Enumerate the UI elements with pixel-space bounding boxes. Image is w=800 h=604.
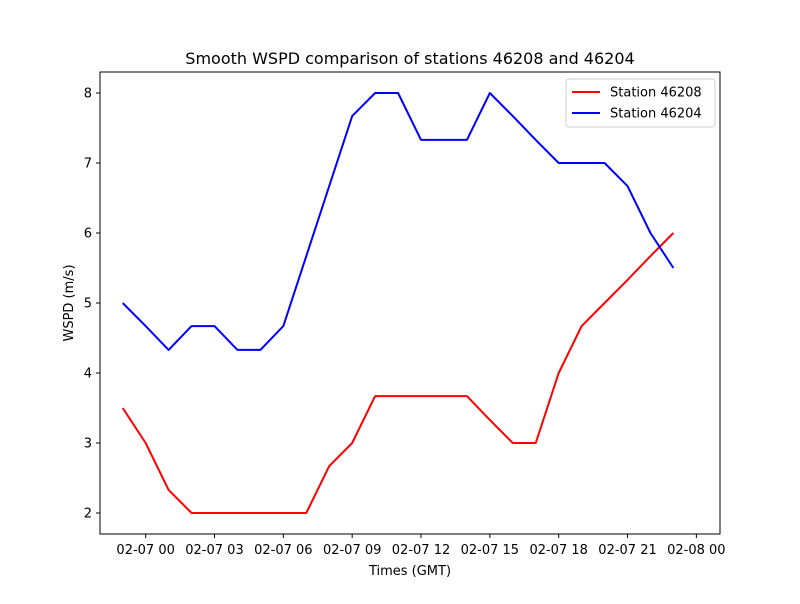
- x-tick-label: 02-07 06: [254, 543, 312, 558]
- x-tick-label: 02-07 18: [529, 543, 587, 558]
- plot-area: 02-07 00 02-07 03 02-07 06 02-07 09 02-07 12…: [84, 71, 726, 558]
- legend-label: Station 46204: [610, 107, 702, 122]
- legend: Station 46208 Station 46204: [565, 78, 716, 128]
- series-line-station-46204: [122, 92, 675, 351]
- x-tick-label: 02-07 15: [461, 543, 519, 558]
- y-tick-label: 7: [84, 157, 92, 172]
- y-tick-label: 4: [84, 367, 92, 382]
- series-line-station-46208: [121, 232, 675, 514]
- chart-title: Smooth WSPD comparison of stations 46208…: [185, 49, 634, 68]
- x-tick-label: 02-07 03: [185, 543, 243, 558]
- y-tick-label: 3: [84, 437, 92, 452]
- y-tick-label: 5: [84, 297, 92, 312]
- x-tick-label: 02-07 12: [392, 543, 450, 558]
- x-tick-label: 02-07 00: [116, 543, 174, 558]
- x-tick-label: 02-08 00: [667, 543, 725, 558]
- x-tick-label: 02-07 21: [598, 543, 656, 558]
- x-axis-label: Times (GMT): [368, 564, 451, 579]
- y-axis-label: WSPD (m/s): [62, 264, 77, 341]
- y-tick-label: 2: [84, 507, 92, 522]
- legend-box: [565, 78, 716, 128]
- legend-label: Station 46208: [610, 86, 702, 101]
- y-tick-label: 6: [84, 227, 92, 242]
- x-tick-label: 02-07 09: [323, 543, 381, 558]
- y-tick-label: 8: [84, 87, 92, 102]
